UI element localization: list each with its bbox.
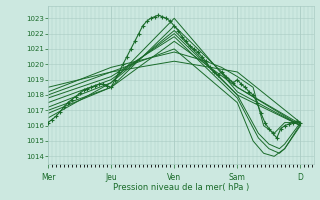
X-axis label: Pression niveau de la mer( hPa ): Pression niveau de la mer( hPa )	[113, 183, 249, 192]
